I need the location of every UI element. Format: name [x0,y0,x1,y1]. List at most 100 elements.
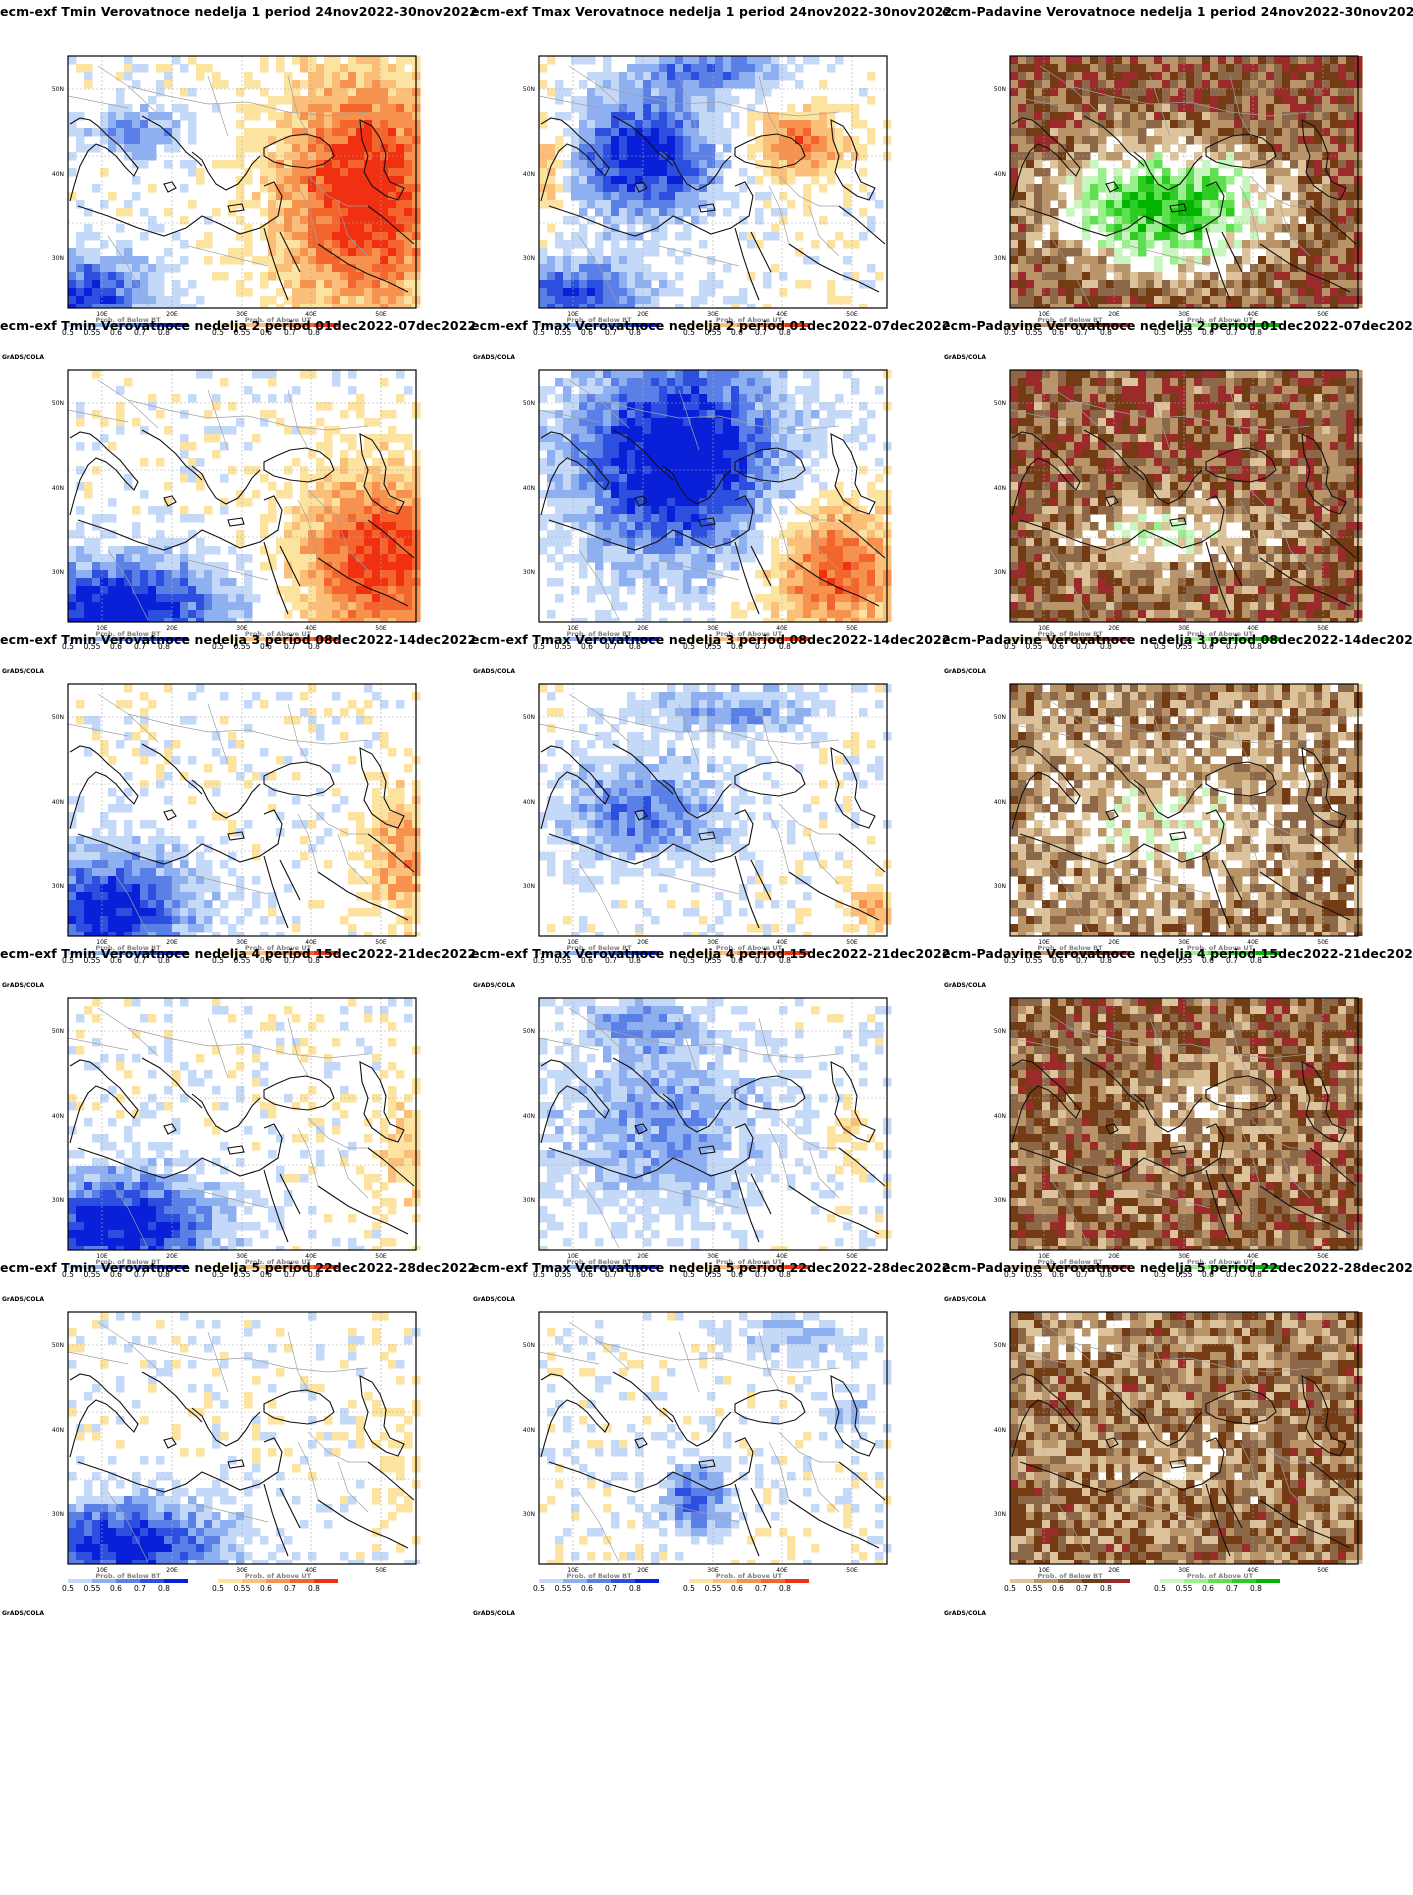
lon-label: 40E [1247,625,1259,632]
lat-label: 50N [994,400,1006,407]
legend-below: Prob. of Below BT 0.5 0.55 0.6 0.7 0.8 [533,1572,659,1593]
legend-title: Prob. of Above UT [716,1572,783,1580]
coastlines [69,115,415,301]
legend-title: Prob. of Below BT [1037,316,1103,324]
lat-label: 50N [52,86,64,93]
map-panel-precip-week-3: ecm-Padavine Verovatnoce nedelja 3 perio… [942,628,1413,1007]
legend-below: Prob. of Below BT 0.5 0.55 0.6 0.7 0.8 [1004,630,1130,651]
lat-label: 50N [52,1028,64,1035]
legend-title: Prob. of Below BT [1037,944,1103,952]
legend-tick: 0.8 [1250,1584,1262,1593]
lat-label: 40N [994,485,1006,492]
lat-label: 40N [52,1427,64,1434]
legend-tick: 0.8 [158,956,170,965]
legend-tick: 0.8 [1100,642,1112,651]
grads-credit: GrADS/COLA [2,1610,44,1617]
probability-field [1010,370,1363,622]
lon-label: 20E [166,625,178,632]
lat-label: 40N [994,799,1006,806]
lat-label: 50N [523,86,535,93]
map-precip: 50N 40N 30N 10E 20E 30E 40E 50E Prob. of Below B… [994,997,1363,1279]
lat-label: 50N [52,1342,64,1349]
lat-label: 30N [523,1197,535,1204]
probability-field [1010,684,1363,936]
legend-below: Prob. of Below BT 0.5 0.55 0.6 0.7 0.8 [1004,944,1130,965]
lon-label: 20E [1108,939,1120,946]
lon-label: 40E [776,939,788,946]
lon-label: 10E [96,1567,108,1574]
legend-tick: 0.7 [134,328,146,337]
legend-tick: 0.8 [779,328,791,337]
lat-label: 30N [52,255,64,262]
legend-tick: 0.8 [1100,1584,1112,1593]
legend-tick: 0.6 [731,956,743,965]
legend-tick: 0.55 [84,1270,101,1279]
legend-title: Prob. of Above UT [1187,944,1254,952]
legend-tick: 0.6 [260,1584,272,1593]
lat-label: 50N [523,400,535,407]
grads-credit: GrADS/COLA [944,668,986,675]
lon-label: 10E [567,311,579,318]
coastlines [540,429,886,615]
legend-tick: 0.5 [1004,1584,1016,1593]
panel-title: ecm-exf Tmax Verovatnoce nedelja 4 perio… [471,946,951,961]
legend-tick: 0.6 [581,956,593,965]
legend-tick: 0.5 [533,1270,545,1279]
legend-above: Prob. of Above UT 0.5 0.55 0.6 0.7 0.8 [1154,944,1280,965]
map-precip: 50N 40N 30N 10E 20E 30E 40E 50E Prob. of Below B… [994,683,1363,965]
legend-tick: 0.7 [134,1584,146,1593]
lon-label: 10E [567,1567,579,1574]
legend-tick: 0.7 [134,956,146,965]
legend-above: Prob. of Above UT 0.5 0.55 0.6 0.7 0.8 [683,1258,809,1279]
legend-title: Prob. of Below BT [566,1572,632,1580]
legend-tick: 0.8 [1250,956,1262,965]
legend-above: Prob. of Above UT 0.5 0.55 0.6 0.7 0.8 [212,1258,338,1279]
coastlines [69,1371,415,1557]
legend-tick: 0.6 [110,642,122,651]
legend-tick: 0.55 [234,1584,251,1593]
legend-tick: 0.8 [308,328,320,337]
legend-tick: 0.6 [1202,1270,1214,1279]
probability-field [539,1312,892,1564]
legend-tick: 0.55 [1026,1584,1043,1593]
legend-tick: 0.5 [1154,642,1166,651]
legend-tick: 0.5 [1004,328,1016,337]
legend-tick: 0.7 [284,956,296,965]
grads-credit: GrADS/COLA [473,668,515,675]
legend-tick: 0.7 [755,328,767,337]
lat-label: 40N [523,1113,535,1120]
grads-credit: GrADS/COLA [2,668,44,675]
legend-tick: 0.55 [1176,328,1193,337]
lon-label: 50E [375,311,387,318]
legend-tick: 0.55 [1026,642,1043,651]
grads-credit: GrADS/COLA [473,982,515,989]
lon-label: 20E [637,939,649,946]
lat-label: 30N [994,569,1006,576]
lon-label: 30E [1178,625,1190,632]
legend-tick: 0.6 [110,1270,122,1279]
grads-credit: GrADS/COLA [2,982,44,989]
map-panel-precip-week-1: ecm-Padavine Verovatnoce nedelja 1 perio… [942,0,1413,379]
legend-below: Prob. of Below BT 0.5 0.55 0.6 0.7 0.8 [62,1572,188,1593]
map-frame [67,1311,417,1565]
lon-label: 50E [1317,625,1329,632]
legend-tick: 0.5 [533,642,545,651]
lon-label: 30E [236,625,248,632]
grads-credit: GrADS/COLA [944,1610,986,1617]
panel-title: ecm-Padavine Verovatnoce nedelja 5 perio… [942,1260,1413,1275]
legend-tick: 0.7 [755,1270,767,1279]
legend-tick: 0.7 [1076,1270,1088,1279]
lat-label: 50N [994,714,1006,721]
lon-label: 40E [776,1567,788,1574]
map-tmin: 50N 40N 30N 10E 20E 30E 40E 50E Prob. of Below B… [52,997,421,1279]
legend-below: Prob. of Below BT 0.5 0.55 0.6 0.7 0.8 [62,1258,188,1279]
probability-field [68,684,421,936]
panel-title: ecm-exf Tmin Verovatnoce nedelja 2 perio… [0,318,477,333]
probability-field [539,56,892,308]
lon-label: 50E [846,1253,858,1260]
lat-label: 30N [523,569,535,576]
lat-label: 30N [523,883,535,890]
panel-title: ecm-Padavine Verovatnoce nedelja 1 perio… [942,4,1413,19]
lat-label: 30N [994,883,1006,890]
